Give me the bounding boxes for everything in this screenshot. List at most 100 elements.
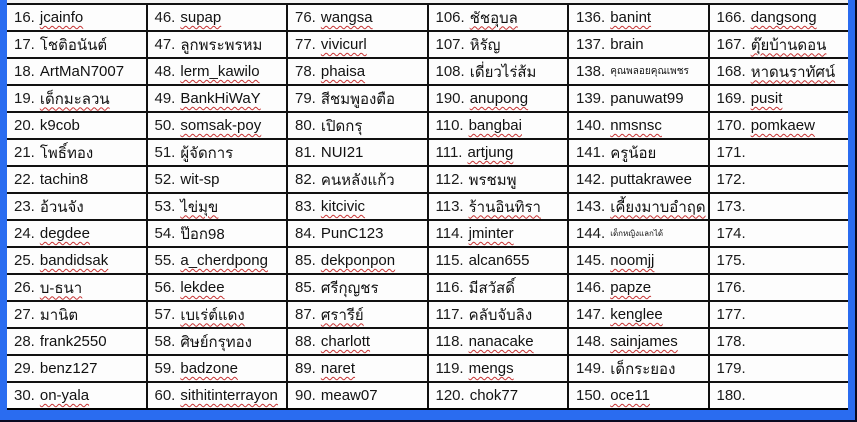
entry-number: 27.	[14, 306, 35, 323]
roster-cell: 144. เด็กหญิงแลกได้	[569, 221, 708, 248]
roster-cell: 175.	[709, 248, 848, 275]
roster-cell: 29. benz127	[7, 356, 146, 383]
entry-name: BankHiWaY	[180, 90, 261, 107]
roster-cell: 85. ศรีกุญชร	[288, 275, 427, 302]
entry-name: charlott	[320, 333, 371, 350]
roster-cell: 52. wit-sp	[147, 167, 286, 194]
entry-name: sithitinterrayon	[180, 387, 278, 404]
entry-number: 141.	[576, 144, 606, 161]
entry-name: bandidsak	[39, 252, 109, 269]
roster-column: 46. supap 47. ลูกพระพรหม 48. lerm_kawilo 49. Ba…	[147, 5, 288, 408]
roster-cell: 21. โพธิ์ทอง	[7, 140, 146, 167]
entry-number: 29.	[14, 360, 35, 377]
entry-name: ไข่มุข	[180, 198, 219, 216]
entry-number: 20.	[14, 117, 35, 134]
roster-cell: 177.	[709, 302, 848, 329]
entry-name: jminter	[468, 225, 514, 242]
roster-cell: 118. nanacake	[428, 329, 567, 356]
entry-number: 137.	[576, 36, 606, 53]
entry-name: คลับจับลิง	[468, 306, 533, 324]
entry-number: 76.	[295, 9, 316, 26]
entry-name: puttakrawee	[610, 171, 692, 188]
roster-cell: 55. a_cherdpong	[147, 248, 286, 275]
entry-number: 16.	[14, 9, 35, 26]
roster-cell: 30. on-yala	[7, 383, 146, 408]
roster-cell: 76. wangsa	[288, 5, 427, 32]
entry-name: pomkaew	[750, 117, 815, 134]
roster-cell: 89. naret	[288, 356, 427, 383]
entry-name: อ้วนจัง	[39, 198, 84, 216]
roster-cell: 120. chok77	[428, 383, 567, 408]
entry-number: 107.	[435, 36, 465, 53]
entry-name: wangsa	[320, 9, 373, 26]
roster-cell: 169. pusit	[709, 86, 848, 113]
roster-cell: 139. panuwat99	[569, 86, 708, 113]
entry-name: มานิต	[39, 306, 79, 324]
entry-name: มีสวัสดิ์	[468, 279, 515, 297]
roster-cell: 46. supap	[147, 5, 286, 32]
roster-cell: 24. degdee	[7, 221, 146, 248]
entry-name: lerm_kawilo	[180, 63, 260, 80]
roster-cell: 136. banint	[569, 5, 708, 32]
entry-name: oce11	[610, 387, 650, 404]
entry-number: 46.	[154, 9, 176, 26]
entry-number: 146.	[576, 279, 606, 296]
roster-cell: 115. alcan655	[428, 248, 567, 275]
roster-cell: 59. badzone	[147, 356, 286, 383]
entry-name: artjung	[467, 144, 514, 161]
roster-cell: 80. เปิดกรุ	[288, 113, 427, 140]
entry-name: meaw07	[320, 387, 378, 404]
entry-number: 30.	[14, 387, 35, 404]
entry-name: degdee	[39, 225, 90, 242]
entry-name: somsak-poy	[180, 117, 262, 134]
roster-cell: 110. bangbai	[428, 113, 567, 140]
roster-cell: 150. oce11	[569, 383, 708, 408]
entry-name: PunC123	[320, 225, 384, 242]
roster-cell: 178.	[709, 329, 848, 356]
entry-number: 55.	[154, 252, 176, 269]
roster-cell: 149. เด็กระยอง	[569, 356, 708, 383]
entry-number: 19.	[14, 90, 35, 107]
entry-number: 190.	[435, 90, 465, 107]
entry-number: 148.	[576, 333, 606, 350]
roster-cell: 47. ลูกพระพรหม	[147, 32, 286, 59]
entry-name: on-yala	[39, 387, 90, 404]
entry-name: โพธิ์ทอง	[39, 144, 94, 162]
roster-cell: 171.	[709, 140, 848, 167]
roster-cell: 111. artjung	[428, 140, 567, 167]
entry-name: ชัชอุบล	[469, 9, 518, 27]
entry-number: 110.	[435, 117, 464, 134]
entry-name: noomjj	[610, 252, 655, 269]
roster-cell: 141. ครูน้อย	[569, 140, 708, 167]
entry-name: บ-ธนา	[39, 279, 83, 297]
entry-name: ศรีกุญชร	[320, 279, 379, 297]
entry-number: 115.	[435, 252, 464, 269]
entry-number: 90.	[295, 387, 316, 404]
entry-number: 111.	[435, 144, 463, 161]
entry-number: 145.	[576, 252, 606, 269]
entry-name: หาดนราทัศน์	[750, 63, 836, 81]
entry-name: NUI21	[320, 144, 364, 161]
roster-cell: 58. ศิษย์กรุทอง	[147, 329, 286, 356]
entry-number: 53.	[154, 198, 176, 215]
entry-number: 175.	[716, 252, 746, 269]
entry-name: เบเร่ต์แดง	[180, 306, 245, 324]
entry-name: kitcivic	[320, 198, 366, 215]
roster-table: 16. jcainfo 17. โชติอนันต์ 18. ArtMaN7007 19. เ…	[7, 5, 848, 408]
entry-name: เด็กหญิงแลกได้	[610, 229, 664, 238]
entry-name: mengs	[468, 360, 514, 377]
entry-name: kenglee	[610, 306, 663, 323]
entry-number: 119.	[435, 360, 464, 377]
roster-cell: 85. dekponpon	[288, 248, 427, 275]
entry-number: 150.	[576, 387, 606, 404]
roster-cell: 87. ศรารีย์	[288, 302, 427, 329]
roster-column: 136. banint 137. brain 138. คุณพลอยคุณเพชร 139…	[569, 5, 710, 408]
entry-number: 89.	[295, 360, 316, 377]
entry-name: bangbai	[468, 117, 522, 134]
roster-cell: 26. บ-ธนา	[7, 275, 146, 302]
entry-name: หิรัญ	[469, 36, 501, 54]
entry-name: banint	[610, 9, 652, 26]
roster-cell: 78. phaisa	[288, 59, 427, 86]
roster-cell: 172.	[709, 167, 848, 194]
